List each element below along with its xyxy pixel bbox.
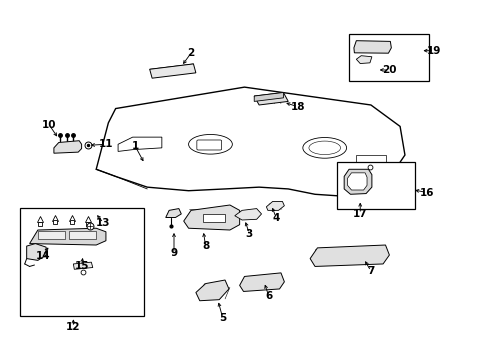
Text: 18: 18 [290, 102, 305, 112]
Polygon shape [54, 141, 81, 153]
Text: 19: 19 [426, 46, 440, 56]
Text: 13: 13 [96, 218, 110, 228]
Polygon shape [254, 93, 283, 102]
Text: 11: 11 [99, 139, 113, 149]
Ellipse shape [188, 134, 232, 154]
Polygon shape [347, 173, 366, 190]
Text: 16: 16 [419, 188, 433, 198]
Bar [356, 155, 385, 167]
Text: 8: 8 [202, 241, 209, 251]
Text: 12: 12 [66, 322, 81, 332]
Bar [348, 34, 428, 81]
Polygon shape [353, 41, 390, 53]
Text: 5: 5 [219, 312, 226, 323]
Bar [203, 214, 224, 222]
Text: 2: 2 [187, 48, 194, 58]
Polygon shape [196, 280, 228, 301]
Bar [336, 162, 414, 208]
Polygon shape [149, 64, 196, 78]
Text: 1: 1 [131, 141, 139, 151]
Bar [38, 231, 64, 239]
Polygon shape [73, 262, 93, 269]
Text: 15: 15 [74, 261, 89, 271]
FancyBboxPatch shape [197, 140, 221, 150]
Polygon shape [309, 245, 388, 266]
Text: 17: 17 [352, 209, 367, 219]
Polygon shape [344, 169, 371, 194]
Polygon shape [30, 228, 106, 245]
Polygon shape [239, 273, 284, 292]
Ellipse shape [302, 138, 346, 158]
Text: 10: 10 [41, 120, 56, 130]
Text: 7: 7 [366, 266, 374, 276]
Text: 4: 4 [272, 212, 279, 222]
Polygon shape [266, 202, 284, 210]
Text: 9: 9 [170, 248, 177, 258]
Polygon shape [118, 137, 162, 152]
Text: 20: 20 [381, 65, 396, 75]
Text: 14: 14 [35, 251, 50, 261]
Polygon shape [27, 244, 46, 260]
Polygon shape [254, 93, 287, 105]
Bar [69, 231, 96, 239]
Bar [20, 207, 143, 316]
Text: 3: 3 [245, 229, 252, 239]
Polygon shape [183, 205, 239, 230]
Polygon shape [165, 208, 181, 217]
Ellipse shape [308, 141, 340, 155]
Polygon shape [96, 87, 404, 196]
Polygon shape [234, 208, 261, 220]
Polygon shape [356, 56, 371, 64]
Text: 6: 6 [264, 291, 272, 301]
